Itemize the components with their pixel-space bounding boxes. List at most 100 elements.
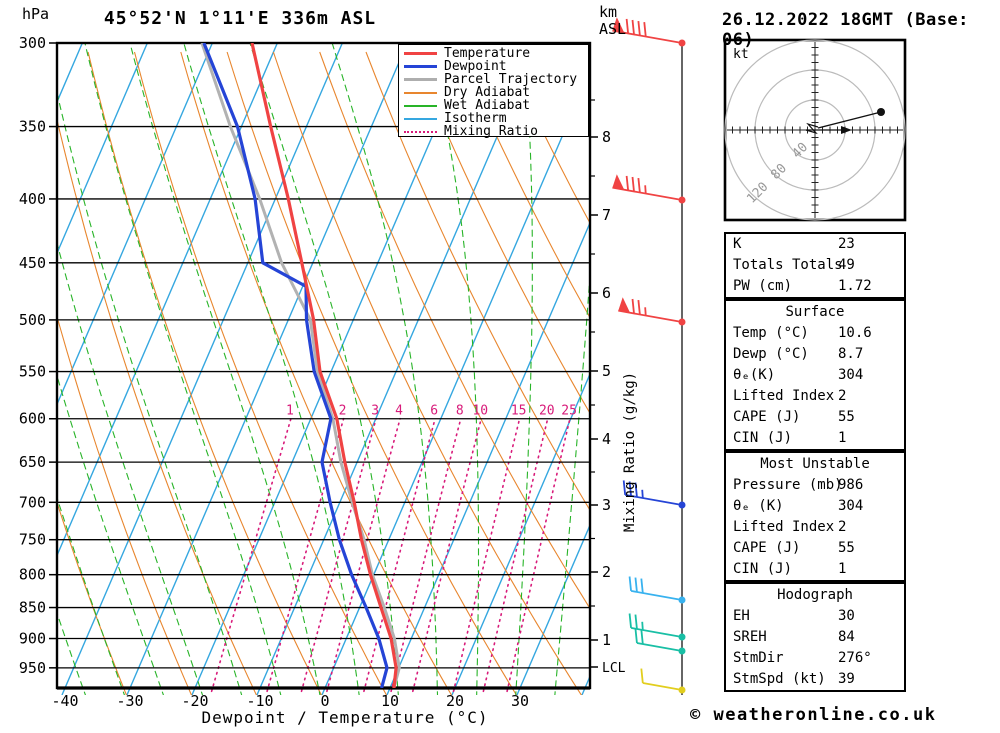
legend-item: Parcel Trajectory [404, 73, 588, 86]
mixing-ratio-label: 15 [511, 404, 527, 419]
table-row-value: 84 [838, 629, 855, 645]
altitude-tick-label: LCL [602, 661, 626, 676]
mixing-ratio-axis-label: Mixing Ratio (g/kg) [622, 371, 638, 533]
legend-line-sample [404, 91, 437, 94]
table-title: Surface [785, 304, 845, 320]
table-row: CAPE (J) 55 [726, 538, 904, 559]
table-row: Lifted Index 2 [726, 517, 904, 538]
table-row-label: θₑ(K) [733, 367, 776, 383]
mixing-ratio-label: 20 [539, 404, 555, 419]
wind-barb-column [612, 17, 686, 695]
mixing-ratio-label: 4 [395, 404, 403, 419]
legend-label: Dewpoint [444, 59, 507, 74]
wind-barb [618, 297, 686, 326]
pressure-axis: 300 350 400 450 500 550 600 650 700 750 800 850 900 9… [19, 34, 57, 677]
legend-line-sample [404, 52, 437, 55]
wind-barb [634, 628, 686, 655]
pressure-tick-label: 900 [19, 630, 46, 648]
indices-table: K 23 Totals Totals 49 PW (cm) 1.72 [724, 232, 906, 299]
table-row: Temp (°C) 10.6 [726, 323, 904, 344]
legend-item: Temperature [404, 47, 588, 60]
legend-item: Mixing Ratio [404, 125, 588, 138]
table-row-value: 304 [838, 498, 864, 514]
altitude-axis: 8 7 6 5 4 3 2 1 LCL [590, 99, 626, 676]
table-title: Hodograph [777, 587, 853, 603]
sounding-profiles [200, 43, 401, 688]
table-row-value: 49 [838, 257, 855, 273]
parcel-trajectory-line [200, 43, 401, 688]
mixing-ratio-label: 2 [339, 404, 347, 419]
altitude-tick-label: 3 [602, 496, 611, 514]
table-row-value: 10.6 [838, 325, 872, 341]
legend-label: Temperature [444, 46, 531, 61]
chart-legend: Temperature Dewpoint Parcel Trajectory Dry … [398, 44, 589, 138]
table-row-label: Pressure (mb) [733, 477, 843, 493]
temperature-tick-label: -10 [246, 692, 273, 710]
x-axis-title: Dewpoint / Temperature (°C) [201, 708, 489, 727]
altitude-tick-label: 2 [602, 563, 611, 581]
table-row-value: 986 [838, 477, 864, 493]
pressure-tick-label: 300 [19, 34, 46, 52]
table-row-label: EH [733, 608, 750, 624]
pressure-tick-label: 700 [19, 493, 46, 511]
table-row-label: CIN (J) [733, 430, 793, 446]
table-row-label: StmSpd (kt) [733, 671, 826, 687]
isotherm-lines [57, 43, 590, 695]
pressure-tick-label: 650 [19, 453, 46, 471]
mixing-ratio-labels: 1 2 3 4 6 8 10 15 20 25 [286, 404, 577, 419]
table-row-value: 8.7 [838, 346, 864, 362]
table-row-label: CAPE (J) [733, 540, 801, 556]
table-row: StmSpd (kt) 39 [726, 669, 904, 690]
indices-table: Most Unstable Pressure (mb) 986 θₑ (K) 304 Li… [724, 451, 906, 582]
altitude-tick-label: 7 [602, 206, 611, 224]
table-row: EH 30 [726, 606, 904, 627]
altitude-tick-label: 6 [602, 284, 611, 302]
legend-label: Wet Adiabat [444, 98, 531, 113]
pressure-tick-label: 600 [19, 410, 46, 428]
table-row-value: 55 [838, 540, 855, 556]
mixing-ratio-lines [210, 417, 571, 693]
temperature-line [250, 43, 398, 688]
table-row-label: SREH [733, 629, 767, 645]
pressure-tick-label: 400 [19, 190, 46, 208]
table-row-value: 2 [838, 388, 847, 404]
table-row: θₑ (K) 304 [726, 496, 904, 517]
credit-label: © weatheronline.co.uk [690, 705, 937, 725]
mixing-ratio-label: 10 [472, 404, 488, 419]
temperature-tick-label: 10 [381, 692, 399, 710]
pressure-tick-label: 350 [19, 118, 46, 136]
table-row-value: 23 [838, 236, 855, 252]
legend-item: Dry Adiabat [404, 86, 588, 99]
wind-barb [612, 174, 686, 204]
table-row-value: 304 [838, 367, 864, 383]
legend-item: Wet Adiabat [404, 99, 588, 112]
wind-barb [612, 17, 686, 47]
legend-line-sample [404, 65, 437, 68]
table-row: Lifted Index 2 [726, 386, 904, 407]
legend-label: Parcel Trajectory [444, 72, 578, 87]
hodograph-unit-label: kt [733, 47, 749, 62]
plot-frame [55, 41, 592, 690]
mixing-ratio-label: 6 [430, 404, 438, 419]
table-row: CIN (J) 1 [726, 428, 904, 449]
table-row: SREH 84 [726, 627, 904, 648]
table-row-label: K [733, 236, 742, 252]
pressure-tick-label: 850 [19, 599, 46, 617]
legend-line-sample [404, 117, 437, 120]
chart-title: 45°52'N 1°11'E 336m ASL [103, 8, 377, 29]
altitude-tick-label: 5 [602, 362, 611, 380]
indices-table: Hodograph EH 30 SREH 84 StmDir 276° StmSpd (kt)… [724, 582, 906, 692]
table-row-label: PW (cm) [733, 278, 793, 294]
table-row-label: StmDir [733, 650, 784, 666]
legend-line-sample [404, 104, 437, 107]
mixing-ratio-label: 1 [286, 404, 294, 419]
table-row-label: Lifted Index [733, 519, 835, 535]
pressure-tick-label: 450 [19, 254, 46, 272]
table-row-label: CIN (J) [733, 561, 793, 577]
table-row-value: 30 [838, 608, 855, 624]
altitude-tick-label: 8 [602, 128, 611, 146]
legend-item: Dewpoint [404, 60, 588, 73]
pressure-tick-label: 800 [19, 566, 46, 584]
